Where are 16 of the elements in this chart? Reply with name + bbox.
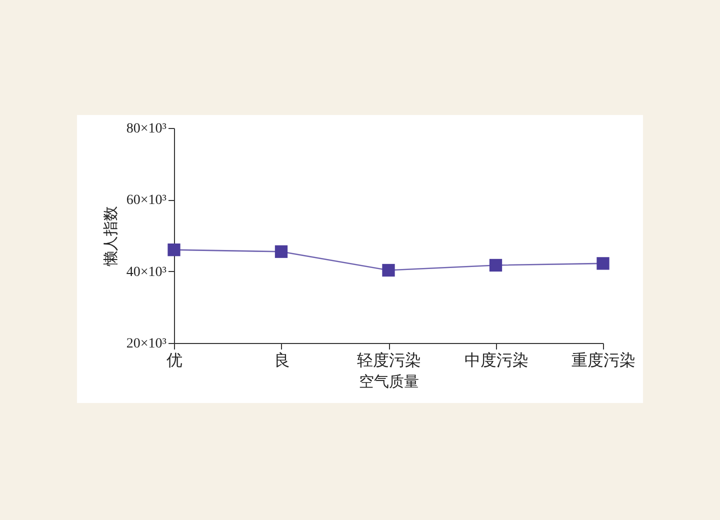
x-tick-label: 轻度污染 xyxy=(357,352,421,370)
y-axis-title: 懒人指数 xyxy=(102,206,120,267)
point xyxy=(382,264,395,277)
x-tick-label: 良 xyxy=(274,352,290,370)
x-tick-label: 重度污染 xyxy=(572,352,636,370)
x-tick-label: 中度污染 xyxy=(464,352,528,370)
point xyxy=(274,245,288,258)
y-tick-label: 20×10³ xyxy=(126,336,166,352)
y-tick-label: 60×10³ xyxy=(126,193,166,208)
point xyxy=(168,244,180,256)
y-tick-label: 40×10³ xyxy=(126,264,166,280)
x-tick-label: 优 xyxy=(166,352,182,370)
y-tick-label: 80×10³ xyxy=(126,122,166,136)
point xyxy=(596,257,610,270)
point xyxy=(489,258,502,272)
x-axis-title: 空气质量 xyxy=(359,374,419,390)
